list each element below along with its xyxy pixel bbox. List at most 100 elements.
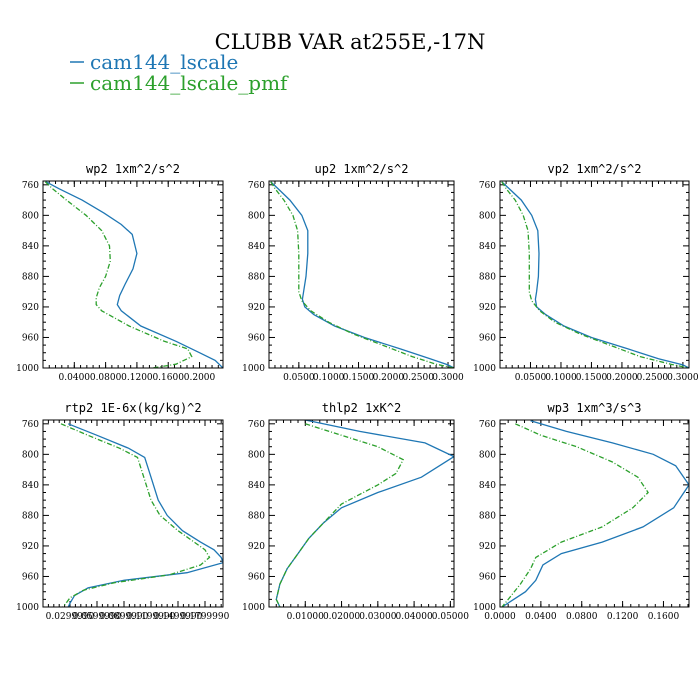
series-line-1 [270,181,454,368]
x-tick-label: 0.0899990 [100,612,149,622]
plot-frame [499,180,690,369]
series-line-2 [275,423,405,607]
legend-label-pmf: cam144_lscale_pmf [90,71,289,95]
legend: cam144_lscale cam144_lscale_pmf [70,50,289,95]
x-tick-label: 0.0500 [283,373,315,383]
x-tick-label: 0.2000 [606,373,638,383]
y-tick-label: 760 [22,420,39,430]
y-tick-label: 960 [248,333,265,343]
y-tick-label: 840 [248,242,265,252]
panel-1: wp2 1xm^2/s^2 760 800 840 880 920 960 1000 0.040… [16,162,224,383]
y-tick-label: 920 [22,303,39,313]
y-tick-label: 920 [479,303,496,313]
y-tick-label: 920 [248,303,265,313]
x-tick-label: 0.1499990 [154,612,203,622]
series-line-1 [67,423,223,607]
x-tick-label: 0.0299990 [46,612,95,622]
y-tick-label: 880 [248,511,265,521]
series-line-2 [501,423,649,607]
plot-frame [499,419,690,608]
y-tick-label: 800 [248,211,265,221]
panel-title: wp2 1xm^2/s^2 [86,162,180,176]
plot-frame [268,180,455,369]
y-tick-label: 880 [479,272,496,282]
x-tick-label: 0.1500 [343,373,375,383]
panel-6: wp3 1xm^3/s^3 760 800 840 880 920 960 10000.000… [473,401,690,622]
y-tick-label: 960 [248,572,265,582]
panel-title: up2 1xm^2/s^2 [315,162,409,176]
x-tick-label: 0.2500 [402,373,434,383]
y-tick-label: 800 [479,211,496,221]
y-tick-label: 760 [248,181,265,191]
x-tick-label: 0.1200 [121,373,153,383]
x-tick-label: 0.1600 [152,373,184,383]
panels: wp2 1xm^2/s^2 760 800 840 880 920 960 1000 0.040… [16,162,699,622]
plot-frame [268,419,455,608]
panel-title: thlp2 1xK^2 [322,401,401,415]
x-tick-label: 0.0800 [90,373,122,383]
panel-title: vp2 1xm^2/s^2 [548,162,642,176]
series-line-1 [275,420,454,607]
series-line-1 [45,181,223,368]
series-line-1 [501,420,689,607]
y-tick-label: 1000 [473,603,496,613]
x-tick-label: 0.04000 [395,612,432,622]
y-tick-label: 760 [22,181,39,191]
x-tick-label: 0.3000 [432,373,464,383]
panel-title: rtp2 1E-6x(kg/kg)^2 [64,401,201,415]
x-tick-label: 0.2500 [637,373,669,383]
x-tick-label: 0.1000 [545,373,577,383]
panel-3: vp2 1xm^2/s^2 760 800 840 880 920 960 1000 0.050… [473,162,699,383]
panel-5: thlp2 1xK^2 760 800 840 880 920 960 1000 0.01000… [242,401,469,622]
y-tick-label: 800 [248,450,265,460]
x-tick-label: 0.2000 [373,373,405,383]
y-tick-label: 1000 [473,364,496,374]
y-tick-label: 880 [22,272,39,282]
y-tick-label: 880 [248,272,265,282]
y-tick-label: 800 [22,211,39,221]
x-tick-label: 0.05000 [432,612,469,622]
y-tick-label: 1000 [16,364,39,374]
series-line-1 [501,181,689,368]
y-tick-label: 840 [22,481,39,491]
series-line-2 [44,181,193,368]
panel-4: rtp2 1E-6x(kg/kg)^2 760 800 840 880 920 960 100… [16,401,230,622]
y-tick-label: 920 [22,542,39,552]
y-tick-label: 1000 [242,364,265,374]
panel-2: up2 1xm^2/s^2 760 800 840 880 920 960 1000 0.050… [242,162,464,383]
y-tick-label: 800 [22,450,39,460]
legend-label-lscale: cam144_lscale [90,50,238,74]
x-tick-label: 0.1000 [313,373,345,383]
series-line-2 [270,181,454,368]
x-tick-label: 0.03000 [359,612,396,622]
figure-title: CLUBB VAR at255E,-17N [215,30,486,54]
series-line-2 [501,181,689,368]
x-tick-label: 0.0599990 [73,612,122,622]
x-tick-label: 0.02000 [323,612,360,622]
y-tick-label: 880 [479,511,496,521]
y-tick-label: 920 [479,542,496,552]
x-tick-label: 0.2000 [184,373,216,383]
x-tick-label: 0.0500 [515,373,547,383]
plot-frame [42,180,224,369]
y-tick-label: 1000 [242,603,265,613]
x-tick-label: 0.0400 [59,373,91,383]
y-tick-label: 880 [22,511,39,521]
x-tick-label: 0.1799990 [181,612,230,622]
x-tick-label: 0.1199990 [127,612,176,622]
x-tick-label: 0.1500 [576,373,608,383]
y-tick-label: 960 [479,333,496,343]
x-tick-label: 0.01000 [287,612,324,622]
x-tick-label: 0.0400 [525,612,557,622]
x-tick-label: 0.3000 [667,373,699,383]
x-tick-label: 0.1600 [648,612,680,622]
x-tick-label: 0.0000 [484,612,516,622]
y-tick-label: 840 [248,481,265,491]
y-tick-label: 800 [479,450,496,460]
y-tick-label: 840 [479,481,496,491]
series-line-2 [60,423,211,607]
y-tick-label: 960 [22,333,39,343]
y-tick-label: 760 [479,181,496,191]
